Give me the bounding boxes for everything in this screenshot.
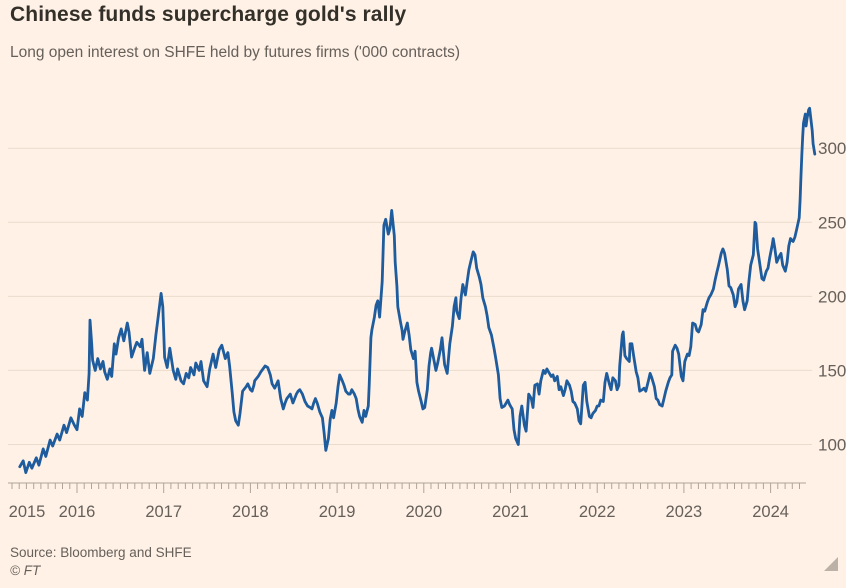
source-note: Source: Bloomberg and SHFE <box>10 545 192 560</box>
x-axis-label: 2015 <box>9 503 46 521</box>
ft-copyright: © FT <box>10 563 41 578</box>
x-axis-label: 2019 <box>319 503 356 521</box>
y-axis-label: 200 <box>818 287 846 306</box>
resize-handle-icon[interactable] <box>824 557 838 571</box>
x-axis-label: 2021 <box>492 503 529 521</box>
chart-title: Chinese funds supercharge gold's rally <box>10 3 407 26</box>
y-axis-label: 150 <box>818 361 846 380</box>
data-line <box>18 106 817 474</box>
x-axis-label: 2022 <box>579 503 616 521</box>
x-axis-label: 2017 <box>145 503 182 521</box>
y-axis-label: 250 <box>818 213 846 232</box>
x-axis-label: 2020 <box>405 503 442 521</box>
x-axis-label: 2024 <box>752 503 789 521</box>
x-axis-label: 2018 <box>232 503 269 521</box>
x-axis-label: 2016 <box>59 503 96 521</box>
y-axis-label: 300 <box>818 139 846 158</box>
y-axis-label: 100 <box>818 436 846 455</box>
chart-subtitle: Long open interest on SHFE held by futur… <box>10 44 461 61</box>
x-axis-label: 2023 <box>666 503 703 521</box>
